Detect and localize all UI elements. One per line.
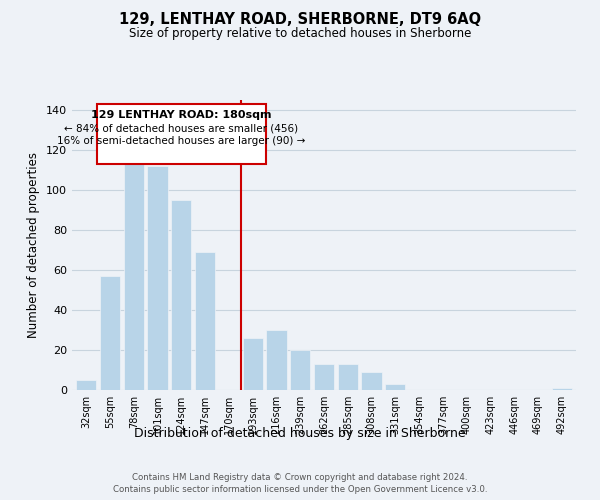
- Y-axis label: Number of detached properties: Number of detached properties: [28, 152, 40, 338]
- Bar: [195, 252, 215, 390]
- Text: 129 LENTHAY ROAD: 180sqm: 129 LENTHAY ROAD: 180sqm: [91, 110, 272, 120]
- Bar: [100, 276, 120, 390]
- Bar: [148, 166, 167, 390]
- FancyBboxPatch shape: [97, 104, 266, 164]
- Text: 16% of semi-detached houses are larger (90) →: 16% of semi-detached houses are larger (…: [57, 136, 305, 146]
- Text: Size of property relative to detached houses in Sherborne: Size of property relative to detached ho…: [129, 28, 471, 40]
- Text: 129, LENTHAY ROAD, SHERBORNE, DT9 6AQ: 129, LENTHAY ROAD, SHERBORNE, DT9 6AQ: [119, 12, 481, 28]
- Text: Contains HM Land Registry data © Crown copyright and database right 2024.: Contains HM Land Registry data © Crown c…: [132, 472, 468, 482]
- Bar: [551, 388, 572, 390]
- Bar: [385, 384, 406, 390]
- Bar: [314, 364, 334, 390]
- Text: Distribution of detached houses by size in Sherborne: Distribution of detached houses by size …: [134, 428, 466, 440]
- Bar: [242, 338, 263, 390]
- Bar: [290, 350, 310, 390]
- Bar: [76, 380, 97, 390]
- Bar: [124, 164, 144, 390]
- Bar: [171, 200, 191, 390]
- Bar: [361, 372, 382, 390]
- Text: ← 84% of detached houses are smaller (456): ← 84% of detached houses are smaller (45…: [64, 123, 298, 133]
- Text: Contains public sector information licensed under the Open Government Licence v3: Contains public sector information licen…: [113, 485, 487, 494]
- Bar: [338, 364, 358, 390]
- Bar: [266, 330, 287, 390]
